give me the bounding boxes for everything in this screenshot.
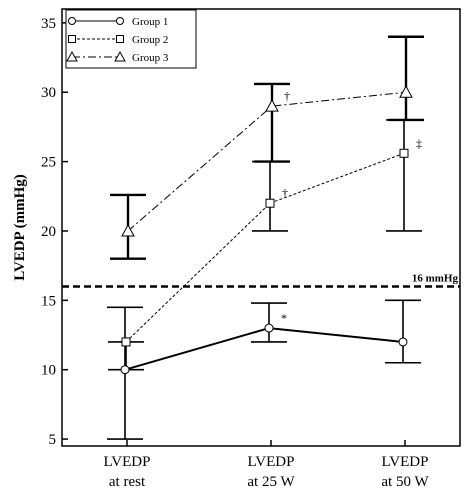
group-2-legend-marker — [68, 35, 76, 43]
group-2-legend-marker — [116, 35, 124, 43]
group-2-annotation: † — [282, 186, 288, 200]
group-2-point — [121, 337, 131, 347]
legend-box — [65, 9, 197, 69]
x-tick-label: at 25 W — [247, 474, 295, 490]
group-1-legend-marker — [68, 17, 76, 25]
y-tick-label: 5 — [49, 432, 57, 448]
y-tick-label: 25 — [41, 155, 56, 171]
group-1-point — [264, 323, 274, 333]
series-markers — [120, 85, 413, 375]
x-tick-label: LVEDP — [382, 454, 429, 470]
y-tick-label: 10 — [41, 363, 56, 379]
reference-line-group: 16 mmHg — [62, 272, 460, 288]
group-3-legend-marker — [66, 50, 78, 62]
group-3-legend-label: Group 3 — [132, 52, 169, 64]
group-3-point — [121, 223, 135, 237]
group-1-point — [120, 365, 130, 375]
y-tick-label: 30 — [41, 85, 56, 101]
group-1-line — [124, 327, 404, 371]
x-tick-label: LVEDP — [248, 454, 295, 470]
x-tick-label: LVEDP — [104, 454, 151, 470]
error-bars — [107, 35, 424, 440]
group-3-point — [265, 99, 279, 112]
group-2-legend-label: Group 2 — [132, 34, 168, 46]
x-tick-label: at 50 W — [381, 474, 429, 490]
group-3-legend-marker — [114, 50, 126, 62]
y-tick-label: 20 — [41, 224, 56, 240]
group-2-point — [265, 198, 275, 208]
group-3-point — [399, 85, 413, 98]
legend: Group 1 Group 2 Group 3 — [65, 9, 197, 69]
group-2-annotation: ‡ — [416, 136, 422, 150]
y-axis-label: LVEDP (mmHg) — [12, 174, 28, 281]
y-tick-label: 15 — [41, 293, 56, 309]
group-2-point — [399, 148, 409, 158]
group-1-annotation: * — [281, 311, 287, 325]
group-3-annotation: † — [284, 89, 290, 103]
reference-line-label: 16 mmHg — [412, 272, 459, 284]
axes: 5 10 15 20 25 30 35 LVEDP at rest LVEDP at 25 W LVE… — [12, 8, 461, 490]
plot-frame — [61, 8, 461, 447]
y-tick-label: 35 — [41, 16, 56, 32]
annotations: * † ‡ † — [281, 89, 422, 325]
group-1-legend-label: Group 1 — [132, 16, 168, 28]
group-2-line — [125, 152, 405, 343]
group-1-legend-marker — [116, 17, 124, 25]
x-tick-label: at rest — [109, 474, 146, 490]
group-1-point — [398, 337, 408, 347]
